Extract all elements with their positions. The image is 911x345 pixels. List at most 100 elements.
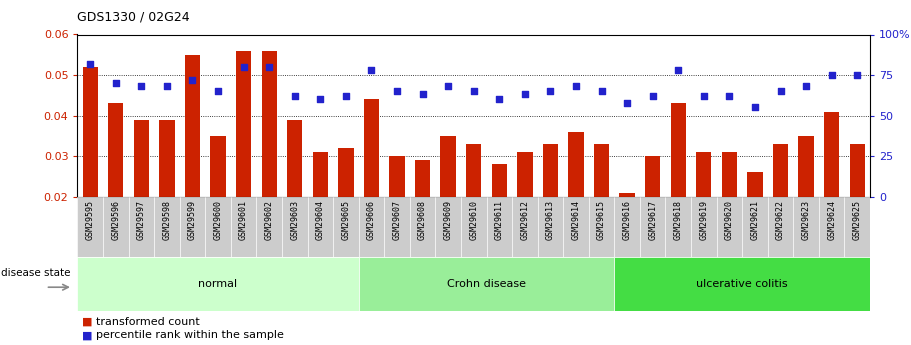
Point [261,64,276,70]
Bar [128,197,154,257]
Point [134,83,148,89]
Bar [691,197,717,257]
Text: GSM29616: GSM29616 [622,200,631,240]
Point [185,77,200,83]
Point [619,100,634,105]
Point [568,83,583,89]
Bar [824,111,839,278]
Bar [415,160,430,278]
Bar [77,257,359,310]
Text: GSM29602: GSM29602 [265,200,273,240]
Bar [230,197,256,257]
Bar [389,156,404,278]
Text: GSM29614: GSM29614 [571,200,580,240]
Point [364,67,379,73]
Bar [154,197,179,257]
Bar [461,197,486,257]
Text: GSM29600: GSM29600 [213,200,222,240]
Bar [205,197,230,257]
Bar [742,197,768,257]
Text: GDS1330 / 02G24: GDS1330 / 02G24 [77,10,190,23]
Point [441,83,456,89]
Bar [287,120,302,278]
Text: disease state: disease state [1,268,70,278]
Bar [179,197,205,257]
Bar [670,104,686,278]
Text: GSM29604: GSM29604 [316,200,325,240]
Bar [614,257,870,310]
Point [288,93,302,99]
Point [339,93,353,99]
Bar [486,197,512,257]
Point [773,88,788,94]
Bar [384,197,410,257]
Text: GSM29603: GSM29603 [291,200,299,240]
Text: Crohn disease: Crohn disease [447,279,526,289]
Bar [512,197,537,257]
Text: transformed count: transformed count [96,317,200,327]
Point [83,61,97,67]
Bar [159,120,175,278]
Bar [717,197,742,257]
Bar [210,136,226,278]
Point [799,83,814,89]
Text: GSM29607: GSM29607 [393,200,402,240]
Text: ■: ■ [82,317,93,327]
Bar [696,152,711,278]
Bar [312,152,328,278]
Bar [363,99,379,278]
Point [543,88,558,94]
Text: GSM29618: GSM29618 [674,200,682,240]
Point [313,97,328,102]
Bar [665,197,691,257]
Point [210,88,225,94]
Bar [568,132,584,278]
Point [594,88,609,94]
Bar [256,197,282,257]
Bar [134,120,149,278]
Text: ■: ■ [82,331,93,340]
Bar [410,197,435,257]
Text: percentile rank within the sample: percentile rank within the sample [96,331,283,340]
Point [722,93,737,99]
Text: GSM29599: GSM29599 [188,200,197,240]
Bar [589,197,614,257]
Text: normal: normal [199,279,238,289]
Text: GSM29610: GSM29610 [469,200,478,240]
Point [748,105,763,110]
Text: GSM29619: GSM29619 [700,200,709,240]
Bar [844,197,870,257]
Bar [517,152,533,278]
Point [671,67,686,73]
Bar [768,197,793,257]
Bar [108,104,124,278]
Bar [537,197,563,257]
Point [850,72,865,78]
Text: GSM29609: GSM29609 [444,200,453,240]
Bar [359,197,384,257]
Bar [338,148,353,278]
Text: GSM29598: GSM29598 [162,200,171,240]
Bar [359,257,614,310]
Point [159,83,174,89]
Point [645,93,660,99]
Bar [308,197,333,257]
Text: GSM29613: GSM29613 [546,200,555,240]
Text: GSM29601: GSM29601 [239,200,248,240]
Bar [798,136,814,278]
Text: GSM29611: GSM29611 [495,200,504,240]
Bar [850,144,865,278]
Point [466,88,481,94]
Text: GSM29622: GSM29622 [776,200,785,240]
Bar [236,51,251,278]
Bar [333,197,359,257]
Bar [619,193,635,278]
Bar [773,144,788,278]
Text: GSM29596: GSM29596 [111,200,120,240]
Bar [435,197,461,257]
Bar [640,197,665,257]
Bar [563,197,589,257]
Bar [819,197,844,257]
Bar [282,197,308,257]
Text: GSM29595: GSM29595 [86,200,95,240]
